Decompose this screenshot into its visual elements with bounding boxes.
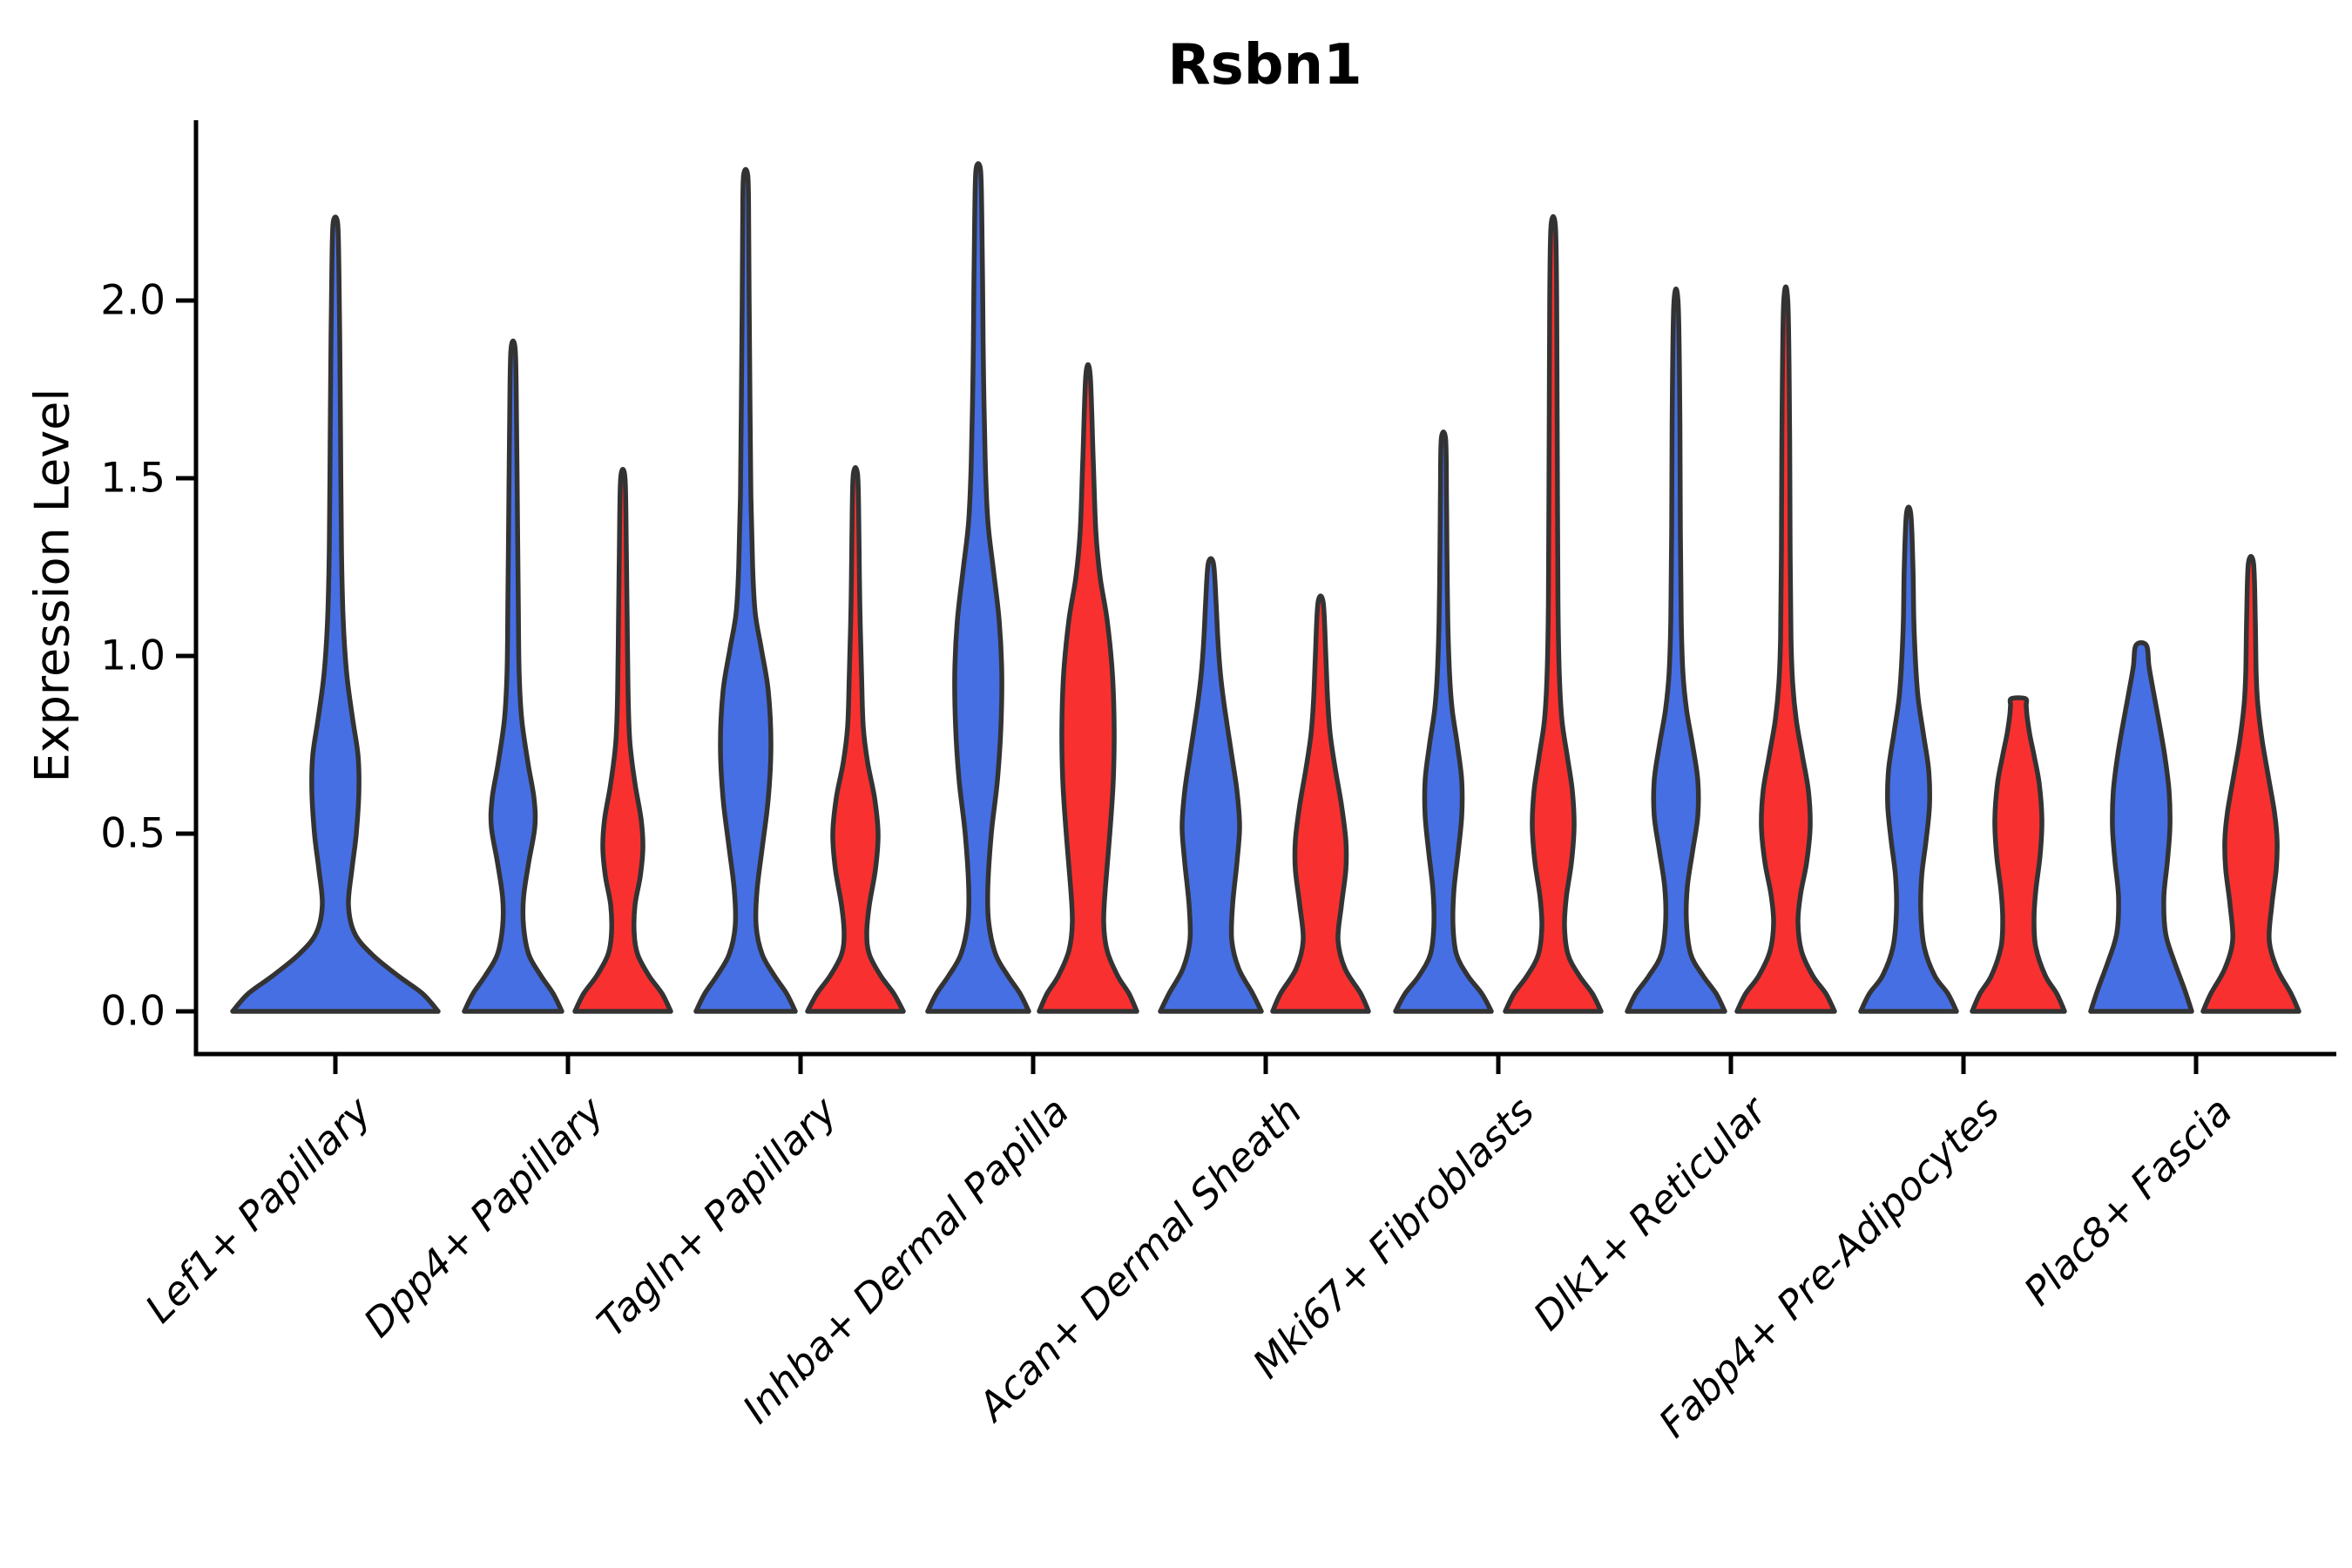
- violin-blue-mki67-fibroblasts: [1393, 429, 1494, 1014]
- y-tick-label-1.5: 1.5: [100, 454, 166, 503]
- violin-red-dlk1-reticular: [1734, 284, 1837, 1014]
- y-tick-label-0.5: 0.5: [100, 809, 166, 858]
- violin-blue-lef1-papillary: [230, 214, 441, 1014]
- violin-red-inhba-dermal-papilla: [1037, 362, 1139, 1014]
- violin-red-tagln-papillary: [805, 464, 906, 1014]
- violin-blue-acan-dermal-sheath: [1158, 556, 1264, 1014]
- violin-red-dpp4-papillary: [572, 467, 673, 1014]
- y-tick-label-1.0: 1.0: [100, 632, 166, 680]
- violin-red-fabp4-pre-adipocytes: [1970, 695, 2067, 1014]
- violin-red-plac8-fascia: [2200, 553, 2301, 1014]
- violin-blue-inhba-dermal-papilla: [925, 161, 1031, 1014]
- violin-blue-dlk1-reticular: [1625, 287, 1727, 1014]
- chart-title: Rsbn1: [1167, 33, 1362, 98]
- y-tick-label-0.0: 0.0: [100, 987, 166, 1036]
- violin-blue-dpp4-papillary: [462, 338, 564, 1014]
- violin-red-mki67-fibroblasts: [1503, 213, 1604, 1014]
- y-tick-label-2.0: 2.0: [100, 276, 166, 325]
- violin-blue-plac8-fascia: [2088, 639, 2194, 1014]
- violin-blue-fabp4-pre-adipocytes: [1858, 504, 1959, 1014]
- y-axis-label: Expression Level: [24, 388, 80, 783]
- violin-blue-tagln-papillary: [693, 166, 798, 1014]
- violin-red-acan-dermal-sheath: [1270, 593, 1371, 1014]
